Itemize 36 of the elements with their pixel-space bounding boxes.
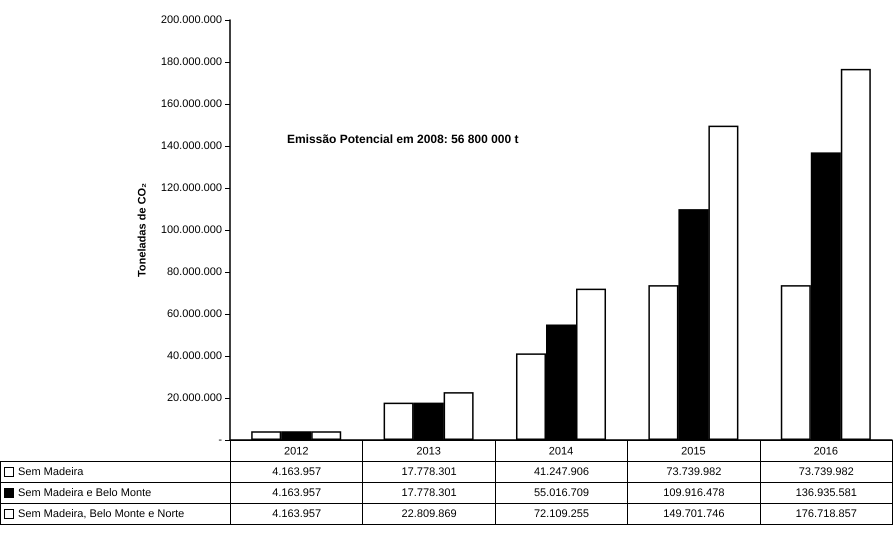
data-label: 17.778.301	[362, 482, 496, 504]
data-label: 17.778.301	[362, 462, 496, 482]
data-label: 41.247.906	[495, 462, 628, 482]
y-tick-label: 180.000.000	[160, 56, 222, 68]
data-label: 73.739.982	[628, 462, 760, 482]
data-label: 176.718.857	[760, 504, 892, 524]
x-tick-label: 2016	[814, 446, 838, 458]
x-tick-label: 2013	[416, 446, 441, 458]
data-label: 149.701.746	[628, 504, 760, 524]
y-tick-label: 100.000.000	[160, 224, 222, 236]
y-tick-label: 40.000.000	[166, 350, 222, 362]
legend-label: Sem Madeira e Belo Monte	[0, 482, 230, 504]
data-label: 72.109.255	[495, 504, 628, 524]
data-label: 4.163.957	[230, 462, 363, 482]
y-tick-label: 160.000.000	[160, 98, 222, 110]
data-label: 109.916.478	[628, 482, 760, 504]
y-tick-label: -	[218, 434, 222, 446]
data-label: 4.163.957	[230, 504, 363, 524]
data-label: 22.809.869	[362, 504, 496, 524]
x-tick-label: 2015	[681, 446, 706, 458]
legend-label: Sem Madeira	[0, 462, 230, 482]
legend-label: Sem Madeira, Belo Monte e Norte	[0, 504, 230, 524]
y-tick-label: 80.000.000	[166, 266, 222, 278]
y-tick-label: 20.000.000	[166, 392, 222, 404]
data-label: 4.163.957	[230, 482, 363, 504]
data-label: 55.016.709	[495, 482, 628, 504]
y-tick-label: 200.000.000	[160, 14, 222, 26]
x-tick-label: 2014	[548, 446, 574, 458]
data-label: 73.739.982	[760, 462, 892, 482]
annotation: Emissão Potencial em 2008: 56 800 000 t	[287, 132, 518, 146]
y-axis-title: Toneladas de CO₂	[136, 182, 148, 277]
y-tick-label: 120.000.000	[160, 182, 222, 194]
x-tick-label: 2012	[284, 446, 308, 458]
y-tick-label: 60.000.000	[166, 308, 222, 320]
y-tick-label: 140.000.000	[160, 140, 222, 152]
data-label: 136.935.581	[760, 482, 892, 504]
